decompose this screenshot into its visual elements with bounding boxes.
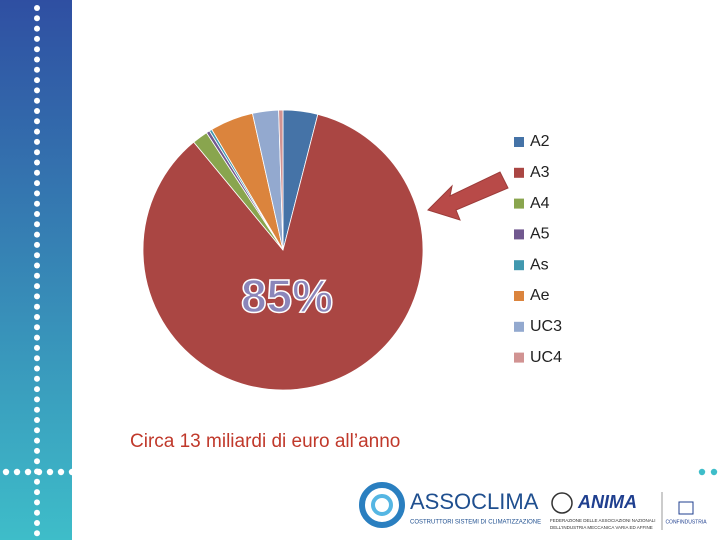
- logo-text: ASSOCLIMA: [410, 489, 539, 514]
- data-label: 85%: [241, 270, 333, 322]
- dot: [34, 303, 40, 310]
- logo-text: ANIMA: [577, 492, 637, 512]
- dot: [34, 46, 40, 53]
- dot: [34, 66, 40, 73]
- legend-label: As: [530, 256, 549, 273]
- dot: [34, 437, 40, 444]
- dot: [34, 180, 40, 187]
- legend-swatch: [514, 198, 524, 209]
- dot: [34, 149, 40, 156]
- legend-swatch: [514, 321, 524, 332]
- dot: [34, 138, 40, 145]
- legend-label: A3: [530, 164, 550, 181]
- dot: [34, 293, 40, 300]
- dot: [34, 221, 40, 228]
- dot: [34, 35, 40, 42]
- legend-swatch: [514, 260, 524, 271]
- pie: [142, 109, 424, 391]
- legend: A2 A3 A4 A5 As Ae UC3 UC4: [514, 133, 562, 366]
- legend-label: Ae: [530, 287, 550, 304]
- legend-label: A4: [530, 195, 550, 212]
- legend-swatch: [514, 229, 524, 240]
- dot: [34, 15, 40, 22]
- dot: [34, 355, 40, 362]
- pie-slice: [142, 113, 424, 391]
- dot: [34, 87, 40, 94]
- dot: [34, 241, 40, 248]
- pie-slice: [278, 109, 284, 251]
- logo-mark: [551, 492, 573, 514]
- legend-swatch: [514, 352, 524, 363]
- dot: [34, 200, 40, 207]
- dot: [34, 344, 40, 351]
- caption: Circa 13 miliardi di euro all’anno: [130, 431, 400, 452]
- legend-label: A5: [530, 226, 550, 243]
- dot: [24, 468, 32, 476]
- legend-swatch: [514, 291, 524, 301]
- dot: [34, 56, 40, 63]
- dot: [34, 458, 40, 465]
- logo-tagline: DELL'INDUSTRIA MECCANICA VARIA ED AFFINE: [550, 525, 653, 530]
- dot: [34, 314, 40, 320]
- dot: [34, 252, 40, 259]
- dot: [34, 478, 40, 485]
- legend-label: UC3: [530, 318, 562, 335]
- dot: [698, 468, 706, 476]
- dot: [34, 365, 40, 372]
- dot: [57, 468, 65, 476]
- dot: [13, 468, 21, 476]
- legend-swatch: [514, 167, 524, 178]
- assoclima-logo: ASSOCLIMA COSTRUTTORI SISTEMI DI CLIMATI…: [359, 482, 541, 528]
- dot: [34, 128, 40, 135]
- logo-tagline: COSTRUTTORI SISTEMI DI CLIMATIZZAZIONE: [410, 520, 541, 526]
- legend-label: A2: [530, 133, 550, 150]
- dot: [34, 447, 40, 454]
- dot: [34, 427, 40, 434]
- dot: [34, 262, 40, 269]
- dot: [34, 159, 40, 166]
- logo-mark: [371, 494, 393, 516]
- dot: [34, 530, 40, 537]
- dot: [34, 169, 40, 176]
- logo-mark: [359, 482, 405, 528]
- dot: [34, 5, 40, 11]
- dot: [34, 406, 40, 413]
- logo-mark: [678, 501, 694, 515]
- dot: [34, 334, 40, 341]
- dot: [34, 211, 40, 217]
- decor-dots: [2, 5, 718, 537]
- logo-tagline: FEDERAZIONE DELLE ASSOCIAZIONI NAZIONALI: [550, 518, 656, 523]
- dot: [34, 499, 40, 506]
- dot: [34, 118, 40, 125]
- dot: [34, 97, 40, 104]
- dot: [34, 386, 40, 393]
- dot: [34, 283, 40, 290]
- dot: [34, 509, 40, 516]
- logo-text: CONFINDUSTRIA: [665, 519, 707, 525]
- dot: [34, 489, 40, 496]
- legend-label: UC4: [530, 349, 562, 366]
- anima-logo: ANIMA FEDERAZIONE DELLE ASSOCIAZIONI NAZ…: [550, 492, 707, 530]
- dot: [34, 231, 40, 238]
- arrow: [427, 171, 509, 221]
- dot: [34, 25, 40, 32]
- dot: [34, 77, 40, 84]
- dot: [34, 272, 40, 279]
- dot: [34, 520, 40, 526]
- legend-swatch: [514, 137, 524, 147]
- dot: [35, 468, 43, 476]
- dot: [34, 375, 40, 382]
- dot: [68, 468, 76, 476]
- dot: [710, 468, 718, 476]
- dot: [34, 396, 40, 403]
- dot: [34, 190, 40, 197]
- dot: [34, 417, 40, 423]
- dot: [34, 324, 40, 331]
- dot: [34, 108, 40, 114]
- dot: [46, 468, 54, 476]
- dot: [2, 468, 10, 476]
